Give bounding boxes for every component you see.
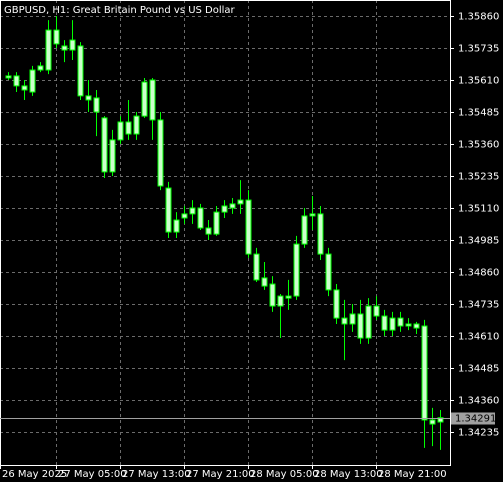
y-tick-label: 1.35360 xyxy=(458,140,499,151)
y-tick-label: 1.35485 xyxy=(458,108,499,119)
candle-body xyxy=(389,317,396,331)
candle-body xyxy=(125,121,132,135)
y-tick-label: 1.34735 xyxy=(458,300,499,311)
candle-body xyxy=(253,253,260,281)
candle-body xyxy=(341,317,348,325)
candle-body xyxy=(165,187,172,233)
y-tick-label: 1.35860 xyxy=(458,12,499,23)
y-tick-label: 1.34860 xyxy=(458,268,499,279)
candle-body xyxy=(269,283,276,307)
candle-body xyxy=(181,213,188,219)
candle-body xyxy=(53,29,60,45)
y-tick-label: 1.35610 xyxy=(458,76,499,87)
x-tick-label: 27 May 21:00 xyxy=(186,469,255,480)
candle-body xyxy=(285,295,292,299)
candle-body xyxy=(245,199,252,255)
candle-body xyxy=(213,211,220,235)
candle-body xyxy=(229,203,236,209)
candle-body xyxy=(413,323,420,329)
candle-body xyxy=(405,323,412,327)
candle-body xyxy=(21,85,28,91)
candle-body xyxy=(93,97,100,113)
plot-border xyxy=(0,0,451,466)
x-tick-label: 28 May 13:00 xyxy=(314,469,383,480)
y-tick-label: 1.34485 xyxy=(458,364,499,375)
candles xyxy=(5,16,444,450)
candle-body xyxy=(429,419,436,425)
candle-body xyxy=(301,215,308,245)
candle-body xyxy=(45,29,52,71)
candle-body xyxy=(397,317,404,327)
candle-body xyxy=(365,305,372,339)
candle-body xyxy=(109,139,116,173)
candle-body xyxy=(357,313,364,339)
candle-body xyxy=(141,81,148,117)
x-tick-label: 28 May 21:00 xyxy=(378,469,447,480)
candle-body xyxy=(205,227,212,235)
candle-body xyxy=(309,213,316,217)
candle-body xyxy=(293,243,300,297)
candle-body xyxy=(69,39,76,51)
candle-body xyxy=(101,117,108,173)
candle-body xyxy=(381,315,388,331)
candle-body xyxy=(261,277,268,287)
candle-body xyxy=(189,207,196,215)
candle-body xyxy=(325,253,332,291)
y-tick-label: 1.34235 xyxy=(458,428,499,439)
candle-body xyxy=(237,199,244,205)
current-price-box xyxy=(451,412,495,425)
candle-body xyxy=(61,45,68,51)
candle-body xyxy=(437,417,444,423)
y-tick-label: 1.34610 xyxy=(458,332,499,343)
chart-title: GBPUSD, H1: Great Britain Pound vs US Do… xyxy=(4,5,236,16)
x-tick-label: 28 May 05:00 xyxy=(250,469,319,480)
candle-body xyxy=(5,75,12,79)
y-tick-label: 1.35735 xyxy=(458,44,499,55)
y-tick-label: 1.34360 xyxy=(458,396,499,407)
candle-body xyxy=(133,115,140,135)
x-tick-label: 27 May 13:00 xyxy=(122,469,191,480)
candle-body xyxy=(333,289,340,319)
candle-body xyxy=(373,305,380,317)
candle-body xyxy=(173,219,180,233)
x-tick-label: 26 May 2025 xyxy=(2,469,67,480)
candle-body xyxy=(29,69,36,93)
candle-body xyxy=(221,205,228,213)
candle-body xyxy=(77,45,84,97)
candle-body xyxy=(13,75,20,87)
y-tick-label: 1.35235 xyxy=(458,172,499,183)
candle-body xyxy=(277,295,284,307)
y-tick-label: 1.34985 xyxy=(458,236,499,247)
candle-body xyxy=(421,325,428,421)
candle-body xyxy=(37,65,44,71)
grid xyxy=(0,0,450,465)
current-price-label: 1.34291 xyxy=(455,414,496,425)
candle-body xyxy=(85,95,92,101)
candle-body xyxy=(349,313,356,325)
candle-body xyxy=(197,207,204,229)
y-tick-label: 1.35110 xyxy=(458,204,499,215)
candle-body xyxy=(317,213,324,255)
candle-body xyxy=(149,79,156,121)
candle-body xyxy=(117,121,124,141)
x-tick-label: 27 May 05:00 xyxy=(58,469,127,480)
candle-body xyxy=(157,119,164,187)
